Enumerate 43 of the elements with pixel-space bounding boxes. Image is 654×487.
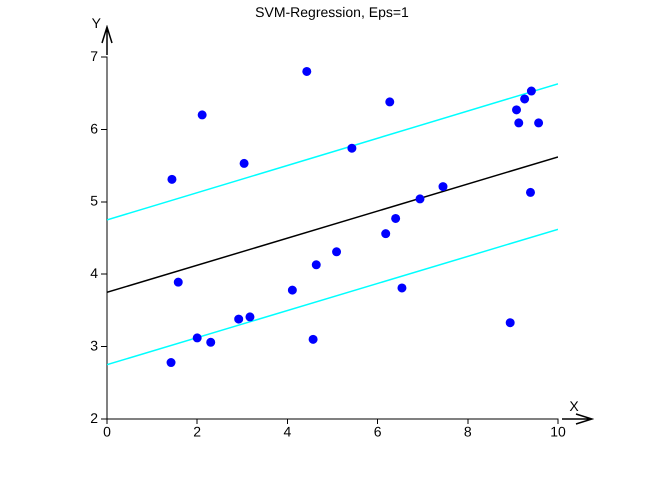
point xyxy=(234,314,244,324)
point xyxy=(385,97,394,106)
y-tick-label: 4 xyxy=(90,265,98,282)
y-tick-label: 3 xyxy=(90,337,98,354)
point xyxy=(506,318,515,328)
point xyxy=(415,194,424,204)
chart-title: SVM-Regression, Eps=1 xyxy=(255,4,410,20)
point xyxy=(391,214,400,223)
point xyxy=(312,260,321,270)
x-tick-label: 0 xyxy=(103,423,112,440)
x-tick-label: 6 xyxy=(374,423,382,440)
point xyxy=(397,283,406,292)
point xyxy=(240,158,249,168)
point xyxy=(206,338,216,347)
y-tick-label: 7 xyxy=(90,48,98,64)
point xyxy=(526,188,535,197)
x-tick-label: 2 xyxy=(193,423,202,440)
point xyxy=(308,334,318,344)
point xyxy=(347,144,356,153)
point xyxy=(288,286,297,295)
y-tick-label: 5 xyxy=(90,192,98,209)
point xyxy=(514,118,524,128)
point xyxy=(245,312,254,322)
y-axis-title: Y xyxy=(92,14,102,31)
point xyxy=(198,110,207,120)
point xyxy=(167,174,176,184)
y-tick-label: 2 xyxy=(90,410,98,426)
point xyxy=(166,358,176,368)
x-tick-label: 8 xyxy=(464,423,472,440)
x-axis-title: X xyxy=(569,398,580,414)
point xyxy=(520,94,530,104)
point xyxy=(534,118,544,128)
x-tick-label: 10 xyxy=(550,423,566,440)
point xyxy=(381,229,390,238)
x-tick-label: 4 xyxy=(284,423,292,440)
point xyxy=(526,86,536,96)
point xyxy=(512,105,522,114)
point xyxy=(192,333,202,342)
point xyxy=(332,247,342,256)
y-tick-label: 6 xyxy=(90,120,98,136)
point xyxy=(174,278,183,287)
point xyxy=(302,66,312,76)
point xyxy=(438,182,448,192)
